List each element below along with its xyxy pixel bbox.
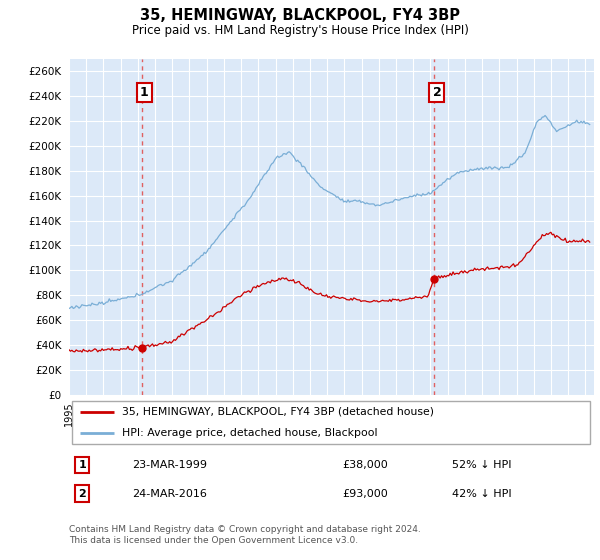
Text: 35, HEMINGWAY, BLACKPOOL, FY4 3BP: 35, HEMINGWAY, BLACKPOOL, FY4 3BP [140,8,460,24]
Text: 35, HEMINGWAY, BLACKPOOL, FY4 3BP (detached house): 35, HEMINGWAY, BLACKPOOL, FY4 3BP (detac… [121,407,433,417]
Text: 1: 1 [140,86,149,99]
Text: 24-MAR-2016: 24-MAR-2016 [132,488,207,498]
Text: 1: 1 [78,460,86,470]
Text: Price paid vs. HM Land Registry's House Price Index (HPI): Price paid vs. HM Land Registry's House … [131,24,469,36]
Text: Contains HM Land Registry data © Crown copyright and database right 2024.
This d: Contains HM Land Registry data © Crown c… [69,525,421,545]
FancyBboxPatch shape [71,400,590,444]
Text: 2: 2 [78,488,86,498]
Text: 23-MAR-1999: 23-MAR-1999 [132,460,207,470]
Text: £38,000: £38,000 [342,460,388,470]
Text: 42% ↓ HPI: 42% ↓ HPI [452,488,512,498]
Text: HPI: Average price, detached house, Blackpool: HPI: Average price, detached house, Blac… [121,428,377,438]
Text: £93,000: £93,000 [342,488,388,498]
Text: 2: 2 [433,86,441,99]
Text: 52% ↓ HPI: 52% ↓ HPI [452,460,512,470]
